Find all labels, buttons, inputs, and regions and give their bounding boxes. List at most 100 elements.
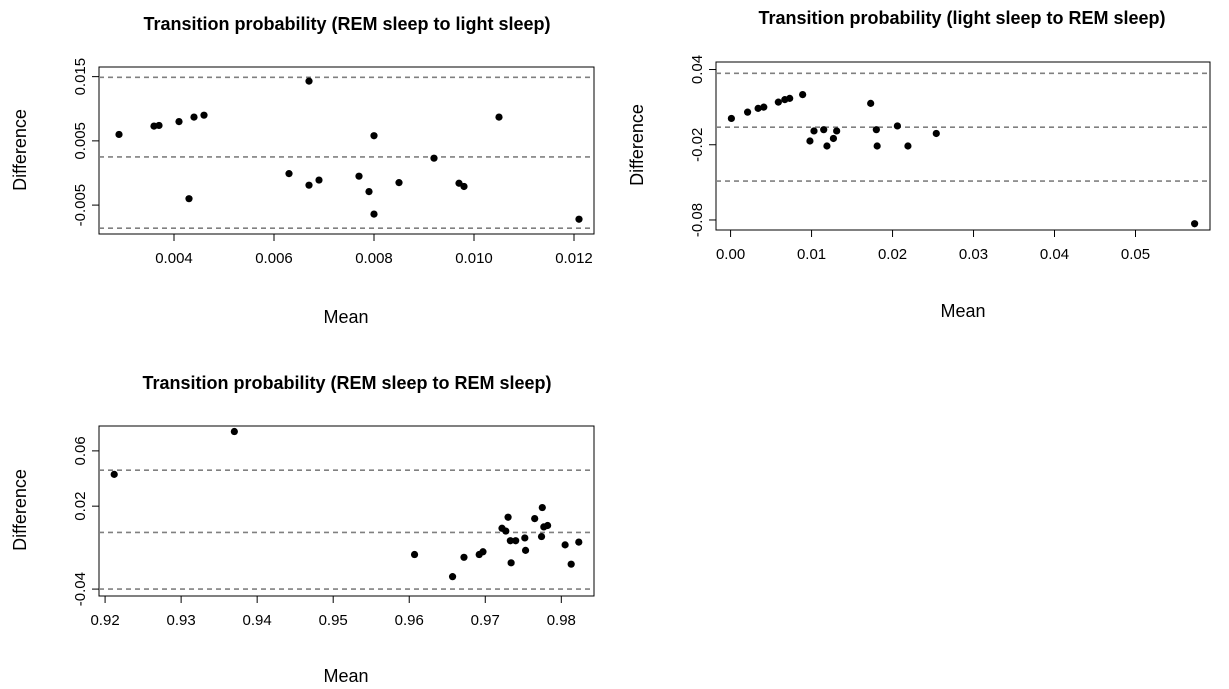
panel-rem-to-rem: Transition probability (REM sleep to REM…: [10, 373, 595, 686]
x-tick-label: 0.01: [797, 246, 826, 263]
chart-title: Transition probability (REM sleep to REM…: [142, 373, 551, 393]
x-tick-label: 0.93: [167, 612, 196, 629]
data-point: [774, 98, 782, 106]
y-tick-label: -0.08: [689, 203, 706, 237]
data-point: [754, 104, 762, 112]
y-axis-title: Difference: [10, 109, 30, 191]
data-point: [786, 94, 794, 102]
data-point: [175, 117, 183, 126]
data-point: [495, 113, 503, 121]
data-point: [823, 142, 831, 150]
x-tick-label: 0.02: [878, 246, 907, 263]
x-tick-label: 0.98: [547, 612, 576, 629]
y-tick-label: -0.04: [72, 572, 89, 606]
data-point: [115, 130, 123, 139]
x-tick-label: 0.006: [255, 250, 293, 267]
y-tick-label: 0.015: [72, 58, 89, 96]
data-point: [370, 210, 378, 218]
data-point: [743, 108, 752, 116]
y-axis-title: Difference: [627, 104, 647, 186]
data-point: [479, 548, 487, 556]
data-point: [460, 553, 468, 561]
data-point: [315, 176, 323, 184]
data-point: [1191, 220, 1199, 228]
data-point: [575, 215, 583, 223]
chart-title: Transition probability (light sleep to R…: [758, 8, 1165, 28]
x-tick-label: 0.96: [395, 612, 424, 629]
data-point: [833, 127, 841, 135]
y-tick-label: 0.06: [72, 436, 89, 465]
data-point: [760, 103, 768, 111]
data-point: [448, 573, 457, 581]
data-point: [575, 538, 583, 546]
data-point: [430, 154, 438, 162]
data-point: [893, 122, 902, 130]
x-tick-label: 0.94: [243, 612, 272, 629]
x-tick-label: 0.95: [319, 612, 348, 629]
data-point: [544, 521, 552, 530]
data-point: [904, 142, 912, 150]
data-point: [110, 470, 118, 478]
data-point: [365, 188, 373, 196]
data-point: [932, 129, 940, 138]
data-point: [230, 427, 238, 436]
data-point: [507, 559, 515, 567]
x-tick-label: 0.92: [90, 612, 119, 629]
data-point: [872, 126, 880, 134]
x-tick-label: 0.03: [959, 246, 988, 263]
y-axis-title: Difference: [10, 469, 30, 551]
x-axis-title: Mean: [940, 301, 985, 321]
data-point: [810, 127, 818, 135]
data-point: [567, 560, 575, 568]
data-point: [799, 90, 807, 99]
data-point: [355, 172, 363, 180]
y-tick-label: -0.02: [689, 128, 706, 162]
y-tick-label: 0.04: [689, 55, 706, 84]
data-point: [504, 513, 512, 521]
data-point: [727, 114, 735, 123]
data-point: [200, 111, 208, 119]
data-point: [395, 179, 403, 187]
y-tick-label: 0.005: [72, 122, 89, 160]
data-point: [820, 126, 828, 134]
data-point: [512, 537, 520, 545]
x-tick-label: 0.05: [1121, 246, 1150, 263]
x-tick-label: 0.04: [1040, 246, 1069, 263]
data-point: [537, 532, 546, 541]
plot-frame: [98, 66, 595, 235]
data-point: [305, 77, 313, 85]
data-point: [521, 534, 529, 542]
data-point: [531, 515, 539, 523]
data-point: [185, 195, 193, 203]
data-point: [561, 541, 569, 549]
x-tick-label: 0.008: [355, 250, 393, 267]
plot-frame: [715, 61, 1211, 231]
panel-rem-to-light: Transition probability (REM sleep to lig…: [10, 14, 595, 327]
data-point: [190, 113, 198, 121]
data-point: [873, 142, 881, 150]
data-point: [829, 134, 838, 143]
chart-title: Transition probability (REM sleep to lig…: [143, 14, 550, 34]
panel-light-to-rem: Transition probability (light sleep to R…: [627, 8, 1211, 321]
x-tick-label: 0.012: [555, 250, 593, 267]
data-point: [305, 181, 313, 189]
data-point: [155, 121, 163, 130]
x-tick-label: 0.00: [716, 246, 745, 263]
plot-frame: [98, 425, 595, 597]
data-point: [370, 132, 378, 140]
data-point: [410, 550, 419, 559]
data-point: [502, 527, 510, 535]
x-tick-label: 0.010: [455, 250, 493, 267]
data-point: [460, 182, 468, 191]
x-axis-title: Mean: [323, 666, 368, 686]
x-tick-label: 0.004: [155, 250, 193, 267]
x-tick-label: 0.97: [471, 612, 500, 629]
data-point: [506, 537, 514, 545]
data-point: [806, 137, 814, 145]
data-point: [285, 170, 293, 178]
y-tick-label: -0.005: [72, 184, 89, 227]
y-tick-label: 0.02: [72, 492, 89, 521]
x-axis-title: Mean: [323, 307, 368, 327]
data-point: [867, 99, 875, 107]
